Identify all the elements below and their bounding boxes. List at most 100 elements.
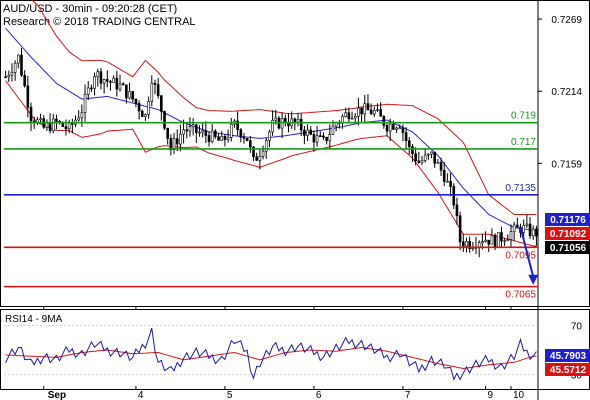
- candle: [150, 75, 154, 107]
- rsi-tick-label: 30: [571, 371, 583, 382]
- candle: [535, 225, 538, 246]
- candle: [442, 162, 446, 186]
- candle: [366, 94, 370, 111]
- candle-body: [169, 138, 173, 151]
- candle: [131, 90, 135, 103]
- candle-body: [446, 180, 449, 183]
- candle-body: [414, 153, 417, 162]
- candle: [198, 125, 201, 137]
- candle: [427, 153, 430, 160]
- candle-body: [373, 110, 376, 115]
- candle: [140, 109, 144, 117]
- candle-body: [4, 76, 7, 79]
- candle: [99, 67, 103, 90]
- candle-body: [392, 123, 395, 130]
- candle-body: [315, 135, 319, 143]
- candle: [322, 132, 325, 140]
- candle: [458, 211, 462, 251]
- candle-body: [303, 129, 306, 136]
- candle: [83, 84, 87, 122]
- candle-body: [109, 80, 112, 83]
- candle-body: [67, 122, 71, 130]
- candle: [433, 151, 436, 168]
- candle-body: [128, 91, 131, 99]
- candle-body: [236, 120, 239, 130]
- candle: [446, 173, 449, 183]
- candle: [160, 94, 163, 121]
- candle: [385, 122, 389, 137]
- candle: [245, 138, 249, 142]
- candle: [74, 115, 77, 128]
- candle: [242, 133, 246, 144]
- price-tick-label: 0.7214: [551, 87, 582, 98]
- candle: [414, 147, 417, 166]
- candle-body: [328, 134, 332, 142]
- candle-body: [350, 117, 354, 120]
- candle-body: [147, 101, 150, 115]
- candle-body: [261, 150, 265, 157]
- candle: [398, 124, 402, 130]
- candle: [144, 113, 147, 121]
- candle: [80, 104, 84, 127]
- candle: [64, 119, 68, 136]
- candle: [280, 112, 284, 139]
- candle-body: [160, 95, 163, 112]
- candle: [255, 152, 258, 161]
- candle: [226, 129, 230, 143]
- candle-body: [535, 228, 538, 237]
- candle: [516, 217, 519, 228]
- candle-body: [242, 137, 246, 139]
- candle-body: [490, 234, 494, 245]
- candle-body: [198, 131, 201, 134]
- candle: [191, 118, 195, 136]
- price-tick-label: 0.7159: [551, 159, 582, 170]
- candle-body: [455, 204, 459, 217]
- candle: [169, 134, 173, 156]
- candle: [137, 100, 141, 120]
- candle: [468, 236, 471, 253]
- candle: [350, 111, 354, 120]
- candle: [439, 157, 443, 177]
- rsi-panel: RSI14 - 9MA 70 30 45.7903 45.5712: [0, 309, 590, 390]
- candle: [166, 127, 169, 145]
- arrow-head: [528, 274, 539, 285]
- candle-body: [274, 117, 278, 121]
- candle-body: [77, 117, 80, 121]
- candle-body: [252, 146, 255, 158]
- candle-body: [255, 156, 258, 161]
- candle-body: [509, 231, 513, 240]
- candle: [17, 54, 20, 69]
- candle: [172, 133, 176, 155]
- rsi-tag-box: [545, 363, 590, 376]
- candle-body: [249, 140, 252, 148]
- candle: [134, 98, 138, 108]
- candle: [185, 124, 189, 139]
- candle-body: [7, 74, 11, 78]
- candle: [236, 111, 239, 136]
- candle-body: [140, 110, 144, 117]
- candle: [128, 82, 131, 100]
- candle-body: [503, 240, 506, 243]
- candle: [496, 232, 500, 248]
- candle: [318, 131, 322, 138]
- candle: [363, 94, 367, 122]
- candle-body: [388, 123, 392, 132]
- candle-body: [525, 223, 529, 226]
- candle: [147, 96, 150, 119]
- candle: [188, 117, 192, 137]
- candle-body: [201, 130, 204, 133]
- candle: [102, 78, 106, 94]
- candle-body: [322, 135, 325, 138]
- rsi-title: RSI14 - 9MA: [5, 314, 63, 325]
- candle: [462, 233, 465, 252]
- candle: [125, 84, 128, 104]
- candle: [112, 75, 115, 83]
- candle: [4, 70, 7, 79]
- candle: [506, 234, 510, 242]
- candle-body: [411, 146, 414, 155]
- candle: [7, 70, 11, 83]
- candle: [509, 224, 513, 247]
- candle-body: [268, 131, 271, 141]
- candle: [220, 130, 224, 141]
